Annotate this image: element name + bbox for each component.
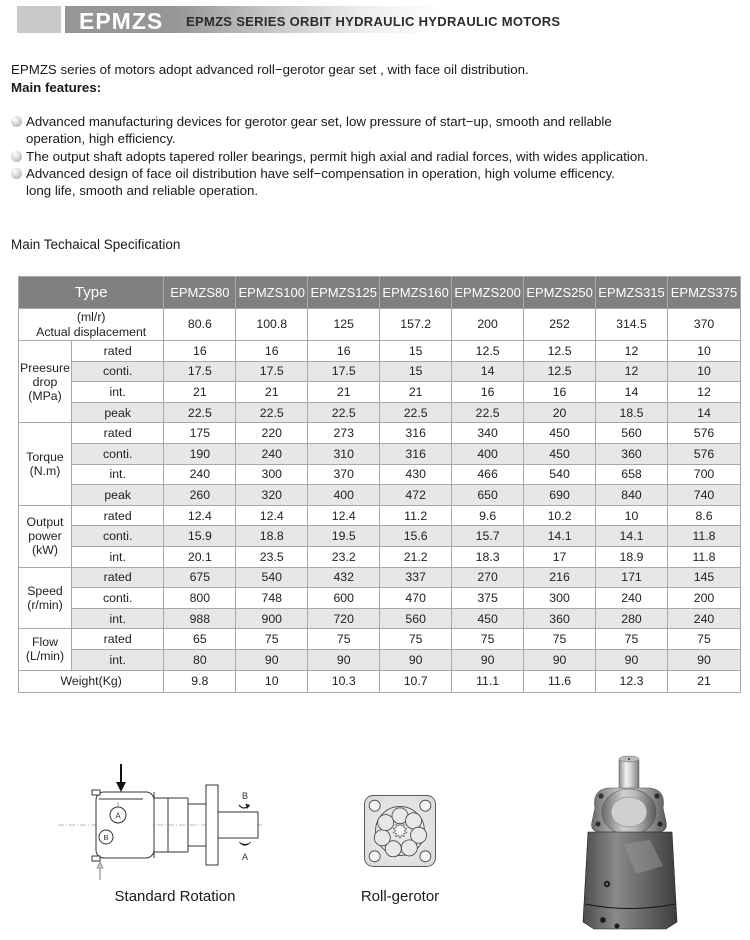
svg-text:B: B <box>242 791 248 801</box>
svg-text:A: A <box>242 852 248 862</box>
svg-text:A: A <box>115 812 121 821</box>
svg-text:B: B <box>103 833 108 842</box>
